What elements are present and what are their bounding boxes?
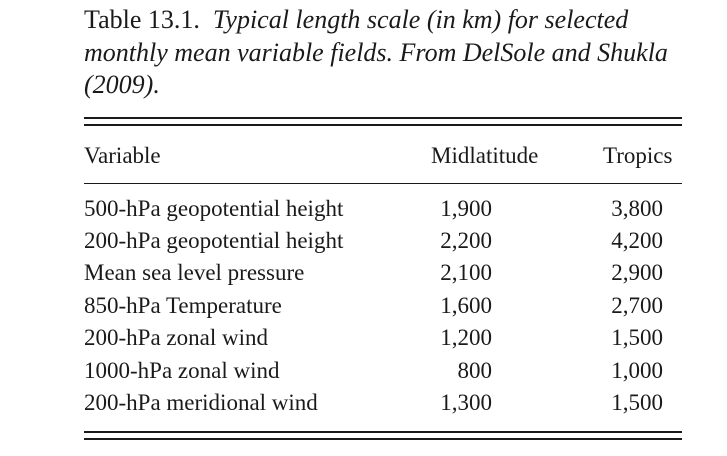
caption-text: Typical length scale (in km) for selecte… [84, 5, 668, 99]
bottom-rule-outer [84, 438, 682, 440]
table-row-variable: 850-hPa Temperature [84, 293, 282, 318]
top-rule-inner [84, 124, 682, 126]
caption-label: Table 13.1. [84, 5, 200, 34]
table-row-midlatitude: 1,600 [440, 293, 492, 318]
table-row-variable: 200-hPa meridional wind [84, 390, 318, 415]
top-rule-outer [84, 117, 682, 119]
table-row-tropics: 1,500 [611, 390, 663, 415]
table-row-tropics: 2,900 [611, 260, 663, 285]
table-row-variable: 1000-hPa zonal wind [84, 358, 280, 383]
header-rule [84, 183, 682, 185]
bottom-rule-inner [84, 431, 682, 433]
table-row-variable: 200-hPa zonal wind [84, 325, 268, 350]
table-row-tropics: 4,200 [611, 228, 663, 253]
table-row-tropics: 1,500 [611, 325, 663, 350]
table-row-tropics: 1,000 [611, 358, 663, 383]
table-caption: Table 13.1. Typical length scale (in km)… [84, 4, 704, 102]
table-row-variable: Mean sea level pressure [84, 260, 305, 285]
table-row-midlatitude: 1,300 [440, 390, 492, 415]
table-row-midlatitude: 1,200 [440, 325, 492, 350]
table-row-midlatitude: 1,900 [440, 196, 492, 221]
table-row-variable: 500-hPa geopotential height [84, 196, 344, 221]
table-row-variable: 200-hPa geopotential height [84, 228, 344, 253]
header-variable: Variable [84, 143, 161, 168]
header-tropics: Tropics [603, 143, 673, 168]
table-row-midlatitude: 800 [457, 358, 493, 383]
header-midlatitude: Midlatitude [431, 143, 539, 168]
table-row-tropics: 3,800 [611, 196, 663, 221]
table-row-midlatitude: 2,100 [440, 260, 492, 285]
table-row-tropics: 2,700 [611, 293, 663, 318]
table-row-midlatitude: 2,200 [440, 228, 492, 253]
